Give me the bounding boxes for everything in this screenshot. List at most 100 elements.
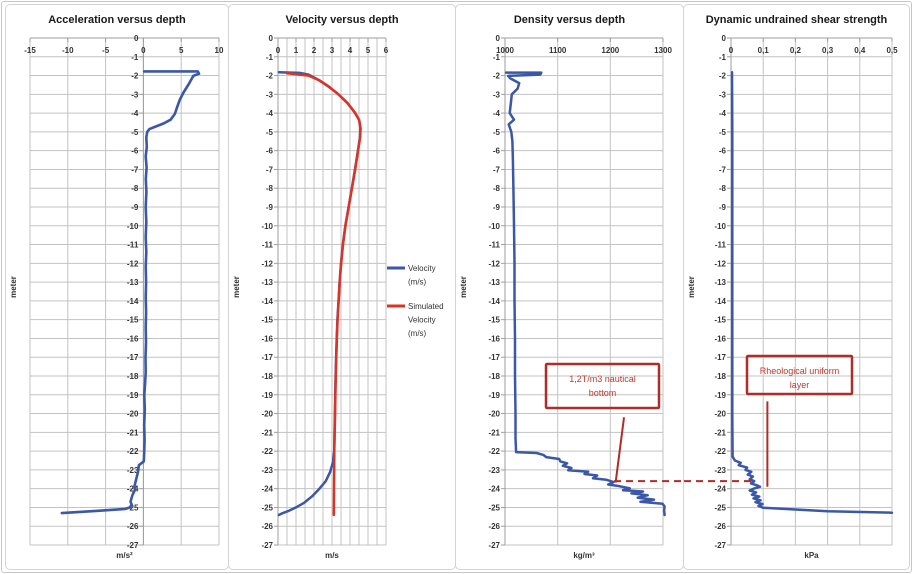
y-tick-label: -5 — [719, 128, 727, 137]
y-tick-label: -25 — [714, 503, 726, 512]
y-tick-label: -26 — [261, 522, 273, 531]
shear-strength-line — [730, 70, 894, 514]
y-tick-label: -8 — [493, 184, 501, 193]
x-tick-label: 0,1 — [758, 46, 770, 55]
y-tick-label: -24 — [714, 485, 726, 494]
x-tick-label: 0,2 — [790, 46, 802, 55]
y-tick-label: -16 — [488, 334, 500, 343]
legend-label: Simulated — [408, 302, 444, 311]
y-tick-label: -3 — [266, 90, 274, 99]
density-chart-panel: Density versus depth meter 1000 1100 1200 1… — [455, 4, 684, 570]
y-tick-label: -9 — [266, 203, 274, 212]
y-tick-label: -4 — [131, 109, 139, 118]
y-tick-label: -5 — [493, 128, 501, 137]
y-tick-label: -18 — [488, 372, 500, 381]
x-axis-unit-label: m/s — [325, 551, 339, 560]
y-tick-label: -10 — [127, 222, 139, 231]
simulated-velocity-line — [285, 72, 362, 517]
shear-strength-chart-panel: Dynamic undrained shear strength meter 0… — [683, 4, 910, 570]
y-tick-label: -23 — [127, 466, 139, 475]
gridlines — [504, 37, 664, 546]
y-tick-label: -23 — [714, 466, 726, 475]
y-tick-label: -18 — [714, 372, 726, 381]
y-tick-label: -19 — [714, 391, 726, 400]
x-tick-label: 1000 — [496, 46, 514, 55]
annotation-box — [544, 362, 661, 410]
y-tick-label: -27 — [261, 541, 273, 550]
x-tick-label: 0,5 — [886, 46, 898, 55]
y-tick-label: -7 — [131, 165, 139, 174]
annotation-text: Rheological uniform — [760, 366, 840, 376]
y-tick-label: -3 — [493, 90, 501, 99]
y-tick-label: -22 — [714, 447, 726, 456]
y-tick-label: -2 — [719, 72, 727, 81]
y-tick-label: -12 — [714, 259, 726, 268]
x-tick-label: 0 — [276, 46, 281, 55]
y-tick-label: -24 — [488, 485, 500, 494]
annotation-text: 1,2T/m3 nautical — [569, 374, 636, 384]
y-tick-label: -8 — [131, 184, 139, 193]
y-tick-label: -6 — [131, 147, 139, 156]
y-tick-label: -9 — [719, 203, 727, 212]
annotation-box — [745, 354, 854, 396]
y-tick-label: -24 — [127, 485, 139, 494]
y-tick-label: -13 — [488, 278, 500, 287]
x-tick-label: 0 — [729, 46, 734, 55]
y-tick-label: -4 — [493, 109, 501, 118]
x-tick-label: 5 — [179, 46, 184, 55]
density-line — [504, 71, 666, 517]
y-tick-label: -6 — [266, 147, 274, 156]
y-tick-label: -17 — [127, 353, 139, 362]
x-tick-label: 1300 — [654, 46, 672, 55]
y-tick-label: 0 — [269, 34, 274, 43]
y-tick-label: -19 — [488, 391, 500, 400]
y-tick-label: -26 — [714, 522, 726, 531]
y-tick-label: -21 — [127, 428, 139, 437]
x-tick-label: 1 — [294, 46, 299, 55]
y-tick-label: -16 — [127, 334, 139, 343]
y-tick-label: -5 — [266, 128, 274, 137]
y-tick-label: -26 — [488, 522, 500, 531]
y-tick-label: -15 — [488, 316, 500, 325]
chart-title: Acceleration versus depth — [48, 14, 186, 26]
x-tick-label: -5 — [102, 46, 110, 55]
y-tick-label: -1 — [131, 53, 139, 62]
y-tick-label: -21 — [714, 428, 726, 437]
y-tick-label: -6 — [493, 147, 501, 156]
y-tick-label: -8 — [719, 184, 727, 193]
density-plot: 1000 1100 1200 1300 0 -1 -2 -3 -4 -5 -6 -7 -8 -9 -10 -1… — [488, 34, 681, 560]
y-tick-label: -19 — [127, 391, 139, 400]
y-tick-label: -23 — [261, 466, 273, 475]
y-tick-label: -25 — [127, 503, 139, 512]
x-tick-label: 3 — [330, 46, 335, 55]
y-tick-label: -11 — [127, 241, 139, 250]
y-tick-label: -18 — [127, 372, 139, 381]
y-tick-label: -6 — [719, 147, 727, 156]
x-axis-unit-label: m/s² — [116, 551, 133, 560]
y-tick-label: -14 — [714, 297, 726, 306]
x-tick-label: -15 — [24, 46, 36, 55]
y-tick-label: -5 — [131, 128, 139, 137]
y-tick-label: -23 — [488, 466, 500, 475]
acceleration-chart-panel: Acceleration versus depth meter -15 -10 -5… — [5, 4, 229, 570]
y-tick-label: -25 — [488, 503, 500, 512]
y-tick-label: -11 — [262, 241, 274, 250]
y-tick-label: -25 — [261, 503, 273, 512]
y-tick-label: -10 — [714, 222, 726, 231]
x-tick-label: 10 — [215, 46, 224, 55]
y-tick-label: 0 — [722, 34, 727, 43]
y-tick-label: -4 — [266, 109, 274, 118]
y-tick-label: -15 — [714, 316, 726, 325]
gridlines — [29, 37, 220, 546]
x-tick-label: 4 — [348, 46, 353, 55]
y-tick-label: -22 — [261, 447, 273, 456]
y-tick-label: -13 — [261, 278, 273, 287]
y-tick-label: -15 — [261, 316, 273, 325]
legend-label: (m/s) — [408, 278, 427, 287]
y-tick-label: -4 — [719, 109, 727, 118]
y-tick-label: -21 — [261, 428, 273, 437]
chart-title: Dynamic undrained shear strength — [705, 14, 888, 26]
y-tick-label: -7 — [719, 165, 727, 174]
